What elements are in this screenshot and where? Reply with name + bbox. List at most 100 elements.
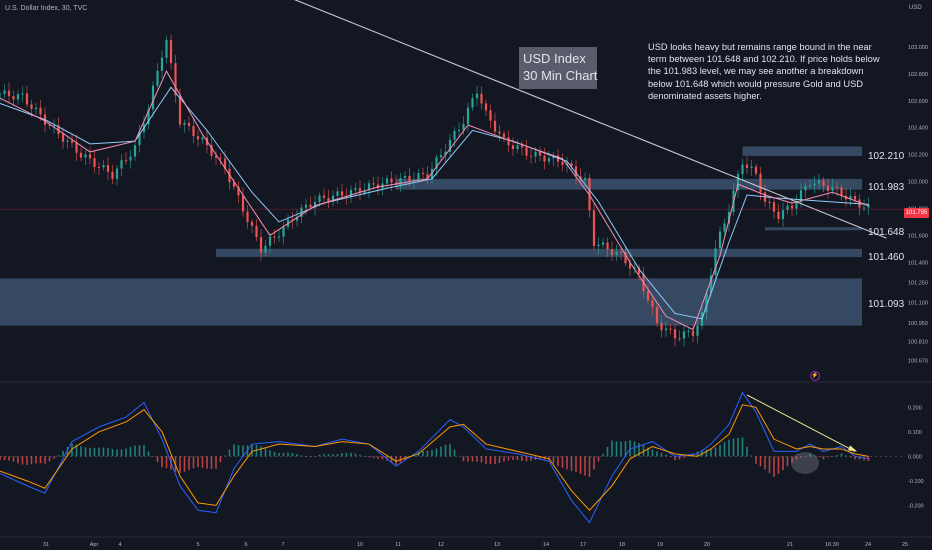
candle-body — [808, 185, 812, 187]
macd-histogram-bar — [444, 444, 447, 457]
macd-histogram-bar — [359, 454, 361, 457]
candle-body — [597, 244, 600, 247]
macd-histogram-bar — [251, 444, 253, 457]
macd-histogram-bar — [462, 456, 465, 462]
macd-histogram-bar — [615, 441, 618, 457]
candle-body — [682, 331, 686, 339]
time-axis-tick: 25 — [902, 542, 908, 548]
macd-histogram-bar — [309, 456, 312, 457]
macd-histogram-bar — [102, 447, 105, 457]
macd-histogram-bar — [525, 456, 528, 462]
macd-histogram-bar — [188, 456, 190, 470]
macd-histogram-bar — [44, 456, 46, 464]
currency-label: USD — [909, 5, 922, 11]
macd-histogram-bar — [282, 452, 285, 457]
chart-title-label[interactable]: USD Index 30 Min Chart — [519, 47, 597, 89]
level-label-101648[interactable]: 101.648 — [868, 227, 905, 238]
candle-body — [525, 147, 528, 156]
macd-histogram-bar — [692, 453, 694, 457]
candle-body — [444, 151, 447, 156]
macd-histogram-bar — [0, 456, 1, 461]
candle-body — [52, 125, 56, 127]
macd-histogram-bar — [390, 456, 393, 463]
macd-histogram-bar — [341, 453, 343, 457]
macd-histogram-bar — [134, 445, 136, 457]
candle-body — [156, 70, 159, 86]
level-label-101460[interactable]: 101.460 — [868, 252, 905, 263]
time-axis-tick: 14 — [543, 542, 549, 548]
macd-histogram-bar — [714, 447, 717, 457]
candle-body — [138, 131, 141, 146]
candle-body — [34, 107, 38, 109]
lightning-icon[interactable]: ⚡ — [810, 371, 820, 381]
macd-histogram-bar — [287, 452, 289, 457]
macd-histogram-bar — [633, 441, 636, 457]
candle-body — [777, 211, 780, 219]
candle-body — [309, 204, 312, 208]
macd-histogram-bar — [579, 456, 582, 474]
macd-histogram-bar — [138, 445, 141, 457]
analysis-note[interactable]: USD looks heavy but remains range bound … — [648, 42, 880, 101]
macd-histogram-bar — [53, 456, 55, 459]
macd-histogram-bar — [620, 441, 622, 457]
candle-body — [421, 173, 425, 175]
candle-body — [241, 195, 245, 212]
macd-histogram-bar — [363, 456, 366, 457]
candle-body — [817, 180, 821, 184]
macd-histogram-bar — [84, 447, 87, 457]
macd-histogram-bar — [728, 439, 730, 457]
macd-axis-tick: 0.200 — [908, 405, 922, 411]
moving-average-slow — [0, 86, 869, 320]
macd-histogram-bar — [750, 455, 753, 457]
level-label-101983[interactable]: 101.983 — [868, 182, 905, 193]
candle-body — [223, 158, 227, 169]
macd-histogram-bar — [570, 456, 573, 472]
candle-body — [417, 173, 420, 180]
macd-histogram-bar — [111, 448, 114, 457]
macd-histogram-bar — [741, 437, 744, 457]
macd-histogram-bar — [269, 450, 271, 457]
macd-histogram-bar — [237, 445, 240, 457]
candle-body — [39, 107, 42, 115]
candle-body — [745, 164, 749, 168]
macd-histogram-bar — [336, 454, 339, 457]
macd-histogram-bar — [183, 456, 186, 472]
candle-body — [790, 205, 794, 209]
candle-body — [592, 210, 596, 247]
candle-body — [772, 202, 776, 212]
candle-body — [543, 155, 546, 162]
macd-histogram-bar — [597, 456, 600, 462]
macd-histogram-bar — [345, 452, 348, 457]
candle-body — [799, 190, 803, 203]
price-axis-tick: 103.000 — [908, 45, 928, 51]
macd-histogram-bar — [57, 455, 60, 457]
level-label-101093[interactable]: 101.093 — [868, 299, 905, 310]
macd-histogram-bar — [782, 456, 784, 471]
candle-body — [84, 154, 87, 158]
macd-histogram-bar — [530, 456, 532, 461]
candle-body — [201, 137, 204, 140]
candle-body — [610, 249, 614, 255]
candle-body — [520, 145, 524, 148]
macd-histogram-bar — [471, 456, 474, 462]
candle-body — [354, 188, 357, 190]
candle-body — [120, 160, 123, 169]
candle-body — [372, 183, 375, 185]
candle-body — [637, 267, 641, 274]
time-axis-tick: 20 — [704, 542, 710, 548]
level-label-102210[interactable]: 102.210 — [868, 151, 905, 162]
candle-body — [664, 328, 668, 331]
price-axis-tick: 102.000 — [908, 180, 928, 186]
candle-body — [646, 291, 650, 301]
macd-histogram-bar — [719, 445, 721, 457]
candle-body — [714, 248, 717, 276]
macd-histogram-bar — [516, 456, 519, 461]
candle-body — [498, 131, 501, 134]
time-axis-tick: 11 — [395, 542, 401, 548]
macd-histogram-bar — [30, 456, 33, 465]
candle-body — [750, 166, 753, 168]
candle-body — [403, 175, 407, 178]
price-axis-tick: 101.400 — [908, 260, 928, 266]
macd-histogram-bar — [588, 456, 591, 477]
